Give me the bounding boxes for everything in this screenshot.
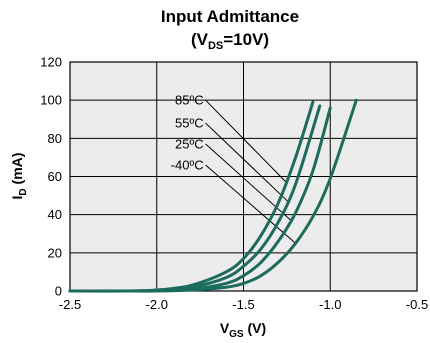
series-label: 55ºC [175,116,204,131]
x-tick-label: -2.5 [59,297,81,312]
ticks: -2.5 -2.0 -1.5 -1.0 -0.5 0 20 40 60 80 100 120 [40,55,428,313]
y-tick-label: 80 [48,131,62,146]
y-tick-label: 0 [55,284,62,299]
series-line [68,98,358,293]
chart-title-line2: (VDS=10V) [191,30,269,52]
x-tick-label: -1.5 [232,297,254,312]
y-tick-label: 100 [40,93,62,108]
x-tick-label: -2.0 [146,297,168,312]
series-label: 25ºC [175,137,204,152]
grid [70,62,417,291]
label-leader-line [205,164,296,244]
x-tick-label: -0.5 [406,297,428,312]
chart-title-line1: Input Admittance [161,7,299,26]
curves [68,98,358,293]
x-tick-label: -1.0 [319,297,341,312]
series-label: -40ºC [171,158,204,173]
label-leader-line [205,122,289,202]
y-axis-label: ID (mA) [9,153,29,200]
y-tick-label: 40 [48,207,62,222]
label-leaders [205,99,296,244]
curve-labels: 85ºC 55ºC 25ºC -40ºC [171,93,204,173]
y-tick-label: 60 [48,169,62,184]
series-label: 85ºC [175,93,204,108]
y-tick-label: 120 [40,55,62,70]
y-tick-label: 20 [48,245,62,260]
label-leader-line [205,99,287,183]
x-axis-label: VGS (V) [220,320,266,340]
